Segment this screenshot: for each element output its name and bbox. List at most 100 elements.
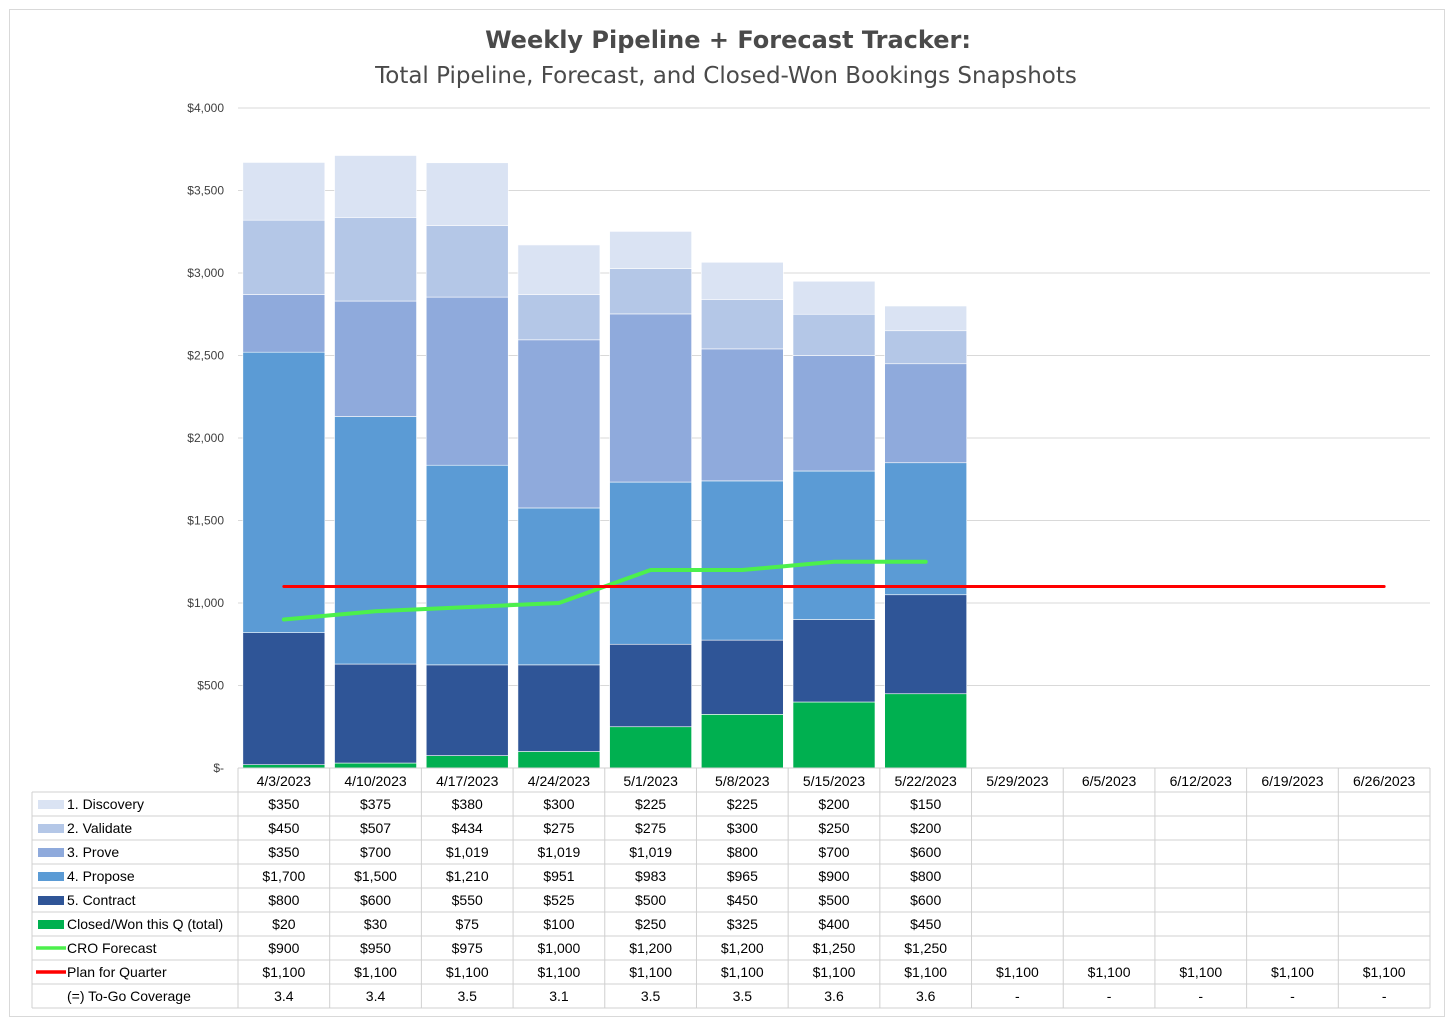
table-cell: $20 bbox=[272, 916, 296, 932]
table-cell: $975 bbox=[452, 940, 483, 956]
table-cell: $1,200 bbox=[721, 940, 764, 956]
table-cell: $965 bbox=[727, 868, 758, 884]
row-label: CRO Forecast bbox=[67, 940, 157, 956]
table-cell: $500 bbox=[635, 892, 666, 908]
table-cell: $700 bbox=[360, 844, 391, 860]
table-cell: $350 bbox=[268, 796, 299, 812]
bar-segment bbox=[242, 294, 326, 353]
table-cell: 3.6 bbox=[824, 988, 844, 1004]
chart-frame bbox=[9, 9, 1445, 1017]
legend-key bbox=[38, 800, 64, 809]
table-cell: $1,100 bbox=[813, 964, 856, 980]
table-cell: $1,100 bbox=[262, 964, 305, 980]
table-cell: $75 bbox=[456, 916, 480, 932]
bar-segment bbox=[425, 296, 509, 466]
table-cell: - bbox=[1290, 988, 1295, 1004]
table-cell: $450 bbox=[910, 916, 941, 932]
bar-segment bbox=[884, 305, 967, 332]
table-cell: 3.1 bbox=[549, 988, 569, 1004]
table-cell: $1,100 bbox=[904, 964, 947, 980]
table-cell: $800 bbox=[268, 892, 299, 908]
table-cell: 3.5 bbox=[641, 988, 661, 1004]
table-cell: $450 bbox=[727, 892, 758, 908]
bar-segment bbox=[792, 470, 876, 620]
x-category-label: 6/19/2023 bbox=[1261, 773, 1323, 789]
bar-segment bbox=[792, 701, 876, 769]
bar-segment bbox=[792, 619, 876, 703]
x-category-label: 5/8/2023 bbox=[715, 773, 770, 789]
y-tick-label: $1,000 bbox=[187, 596, 224, 610]
table-cell: 3.5 bbox=[457, 988, 477, 1004]
table-cell: $325 bbox=[727, 916, 758, 932]
bar-segment bbox=[792, 355, 876, 472]
table-cell: $200 bbox=[910, 820, 941, 836]
legend-key bbox=[38, 920, 64, 929]
bar-segment bbox=[609, 313, 692, 483]
series-lines bbox=[281, 559, 1386, 622]
table-cell: $450 bbox=[268, 820, 299, 836]
table-cell: $1,100 bbox=[721, 964, 764, 980]
table-cell: - bbox=[1015, 988, 1020, 1004]
table-cell: $983 bbox=[635, 868, 666, 884]
bar-segment bbox=[242, 219, 326, 295]
x-category-label: 5/1/2023 bbox=[623, 773, 678, 789]
bar-segment bbox=[334, 762, 417, 769]
bar-segment bbox=[334, 663, 417, 764]
table-cell: $951 bbox=[543, 868, 574, 884]
bar-segment bbox=[425, 464, 509, 666]
row-label: 1. Discovery bbox=[67, 796, 144, 812]
table-cell: $1,250 bbox=[813, 940, 856, 956]
table-cell: $1,210 bbox=[446, 868, 489, 884]
y-tick-label: $2,000 bbox=[187, 431, 224, 445]
table-cell: $600 bbox=[360, 892, 391, 908]
bar-segment bbox=[609, 481, 692, 645]
x-category-label: 6/12/2023 bbox=[1170, 773, 1232, 789]
row-label: 4. Propose bbox=[67, 868, 135, 884]
table-cell: $550 bbox=[452, 892, 483, 908]
x-category-label: 4/17/2023 bbox=[436, 773, 498, 789]
bar-segment bbox=[334, 217, 417, 302]
x-category-label: 4/3/2023 bbox=[257, 773, 312, 789]
table-cell: $1,019 bbox=[629, 844, 672, 860]
table-cell: $1,100 bbox=[446, 964, 489, 980]
table-cell: $400 bbox=[818, 916, 849, 932]
table-cell: $150 bbox=[910, 796, 941, 812]
table-cell: - bbox=[1198, 988, 1203, 1004]
bar-segment bbox=[517, 751, 601, 769]
table-cell: $1,100 bbox=[354, 964, 397, 980]
y-tick-label: $4,000 bbox=[187, 101, 224, 115]
table-cell: $1,100 bbox=[1363, 964, 1406, 980]
y-tick-label: $3,000 bbox=[187, 266, 224, 280]
x-category-label: 6/5/2023 bbox=[1082, 773, 1137, 789]
table-cell: $1,100 bbox=[1088, 964, 1131, 980]
bar-segment bbox=[884, 330, 967, 365]
table-cell: - bbox=[1382, 988, 1387, 1004]
bar-segment bbox=[884, 693, 967, 769]
table-cell: $250 bbox=[818, 820, 849, 836]
table-cell: $1,100 bbox=[1179, 964, 1222, 980]
bar-stacks bbox=[242, 155, 967, 769]
legend-key bbox=[38, 896, 64, 905]
y-tick-label: $500 bbox=[197, 679, 224, 693]
row-label: (=) To-Go Coverage bbox=[67, 988, 191, 1004]
table-cell: $350 bbox=[268, 844, 299, 860]
bar-segment bbox=[517, 339, 601, 509]
table-cell: $225 bbox=[635, 796, 666, 812]
table-cell: $100 bbox=[543, 916, 574, 932]
bar-segment bbox=[242, 351, 326, 634]
row-label: 3. Prove bbox=[67, 844, 119, 860]
table-cell: 3.6 bbox=[916, 988, 936, 1004]
table-cell: $800 bbox=[910, 868, 941, 884]
x-category-label: 4/10/2023 bbox=[344, 773, 406, 789]
row-label: Plan for Quarter bbox=[67, 964, 167, 980]
y-tick-label: $3,500 bbox=[187, 184, 224, 198]
table-cell: $900 bbox=[268, 940, 299, 956]
table-cell: $1,250 bbox=[904, 940, 947, 956]
table-cell: $1,700 bbox=[262, 868, 305, 884]
table-cell: $380 bbox=[452, 796, 483, 812]
bar-segment bbox=[701, 480, 784, 641]
table-cell: $900 bbox=[818, 868, 849, 884]
row-label: 2. Validate bbox=[67, 820, 132, 836]
x-category-label: 5/22/2023 bbox=[895, 773, 957, 789]
